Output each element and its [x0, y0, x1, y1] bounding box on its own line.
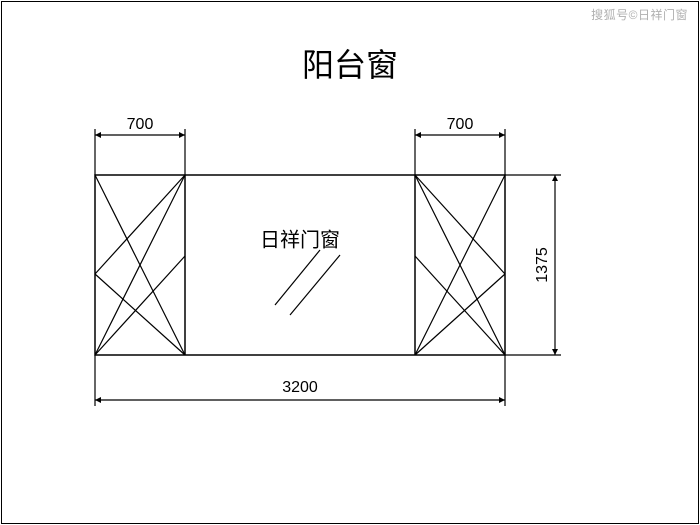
svg-text:1375: 1375: [534, 247, 551, 283]
svg-text:700: 700: [127, 116, 154, 133]
svg-text:3200: 3200: [282, 379, 318, 396]
svg-text:700: 700: [447, 116, 474, 133]
center-watermark-label: 日祥门窗: [260, 224, 340, 253]
technical-drawing: 700 700 3200 1375: [0, 0, 700, 525]
